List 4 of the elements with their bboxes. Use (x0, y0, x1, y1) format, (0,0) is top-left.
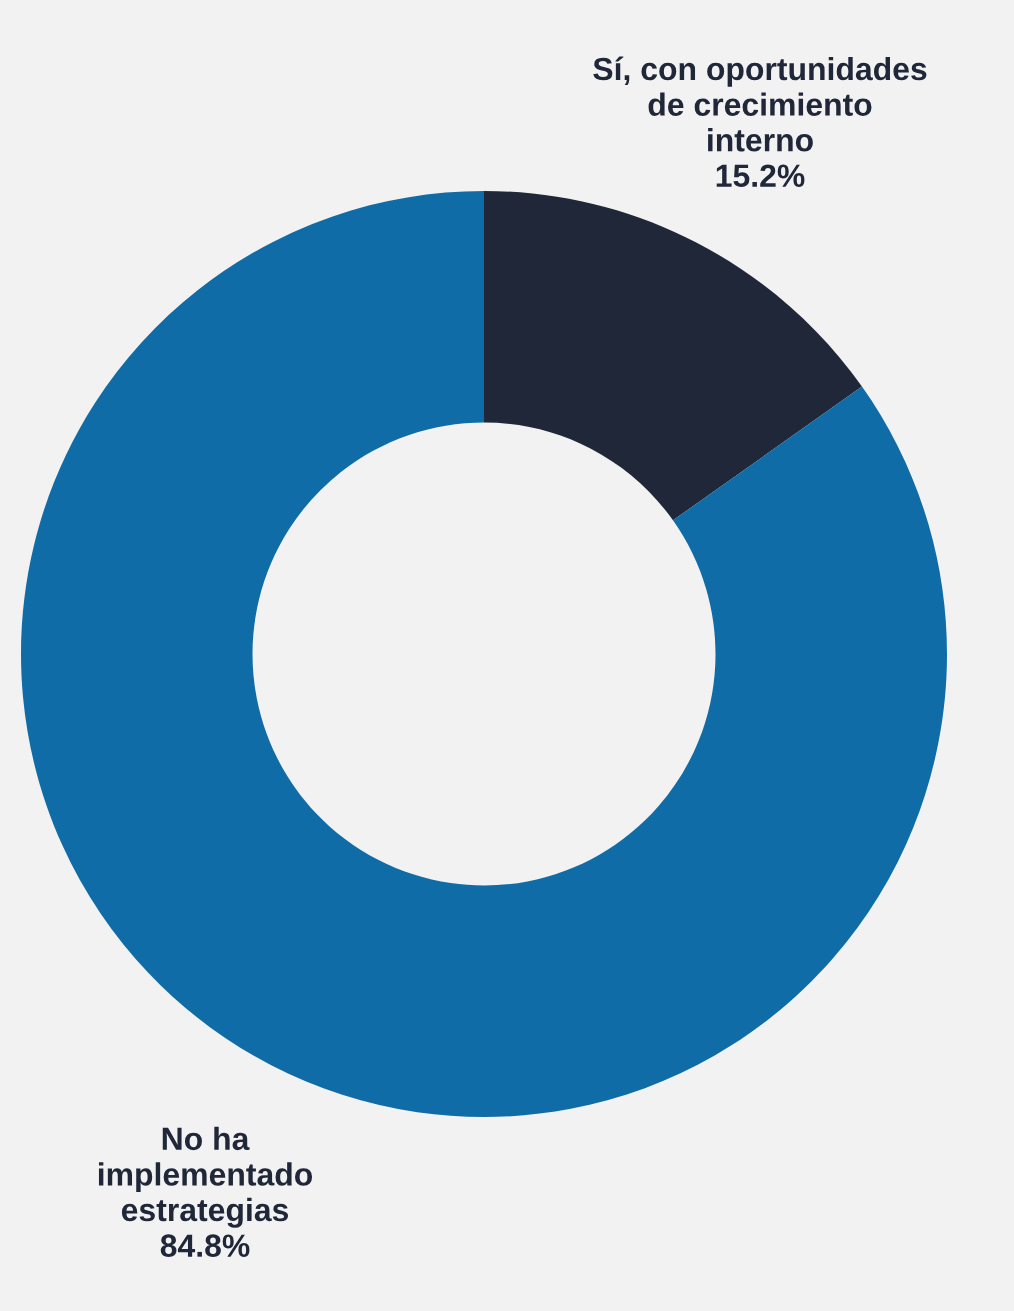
slice-label: Sí, con oportunidades de crecimiento interno (593, 56, 927, 152)
slice-label: No ha implementado estrategias (98, 1126, 313, 1228)
data-label: 15.2% (716, 164, 805, 188)
data-label: 84.8% (160, 1234, 250, 1257)
